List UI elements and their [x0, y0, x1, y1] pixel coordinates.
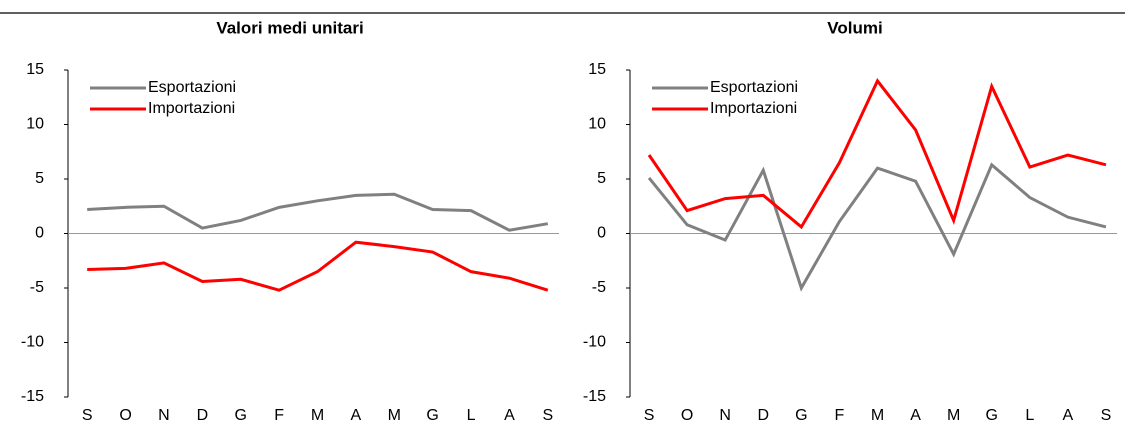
x-tick-label: M — [311, 407, 324, 424]
y-tick-label: -15 — [583, 388, 606, 405]
x-tick-label: D — [757, 407, 769, 424]
y-tick-label: -10 — [583, 334, 606, 351]
x-tick-label: M — [871, 407, 884, 424]
chart-title: Volumi — [827, 18, 882, 37]
x-tick-label: A — [504, 407, 515, 424]
y-tick-label: 0 — [35, 225, 44, 242]
y-tick-label: 0 — [597, 225, 606, 242]
series-line — [647, 78, 1107, 230]
x-tick-label: L — [467, 407, 476, 424]
x-tick-label: F — [835, 407, 845, 424]
y-tick-label: 5 — [35, 170, 44, 187]
y-tick-label: 15 — [26, 61, 44, 78]
x-tick-label: S — [542, 407, 553, 424]
x-tick-label: A — [351, 407, 362, 424]
y-tick-label: -5 — [592, 279, 606, 296]
x-tick-label: A — [1063, 407, 1074, 424]
x-tick-label: N — [158, 407, 170, 424]
legend-label: Importazioni — [148, 100, 235, 117]
x-tick-label: G — [986, 407, 998, 424]
legend-label: Esportazioni — [148, 79, 236, 96]
x-tick-label: O — [681, 407, 693, 424]
y-tick-label: -10 — [21, 334, 44, 351]
y-tick-label: -15 — [21, 388, 44, 405]
x-tick-label: F — [274, 407, 284, 424]
series-line — [647, 162, 1107, 292]
x-tick-label: M — [947, 407, 960, 424]
x-tick-label: G — [795, 407, 807, 424]
x-tick-label: M — [388, 407, 401, 424]
x-tick-label: N — [719, 407, 731, 424]
y-tick-label: 10 — [26, 116, 44, 133]
x-tick-label: O — [119, 407, 131, 424]
y-tick-label: 15 — [588, 61, 606, 78]
x-tick-label: S — [82, 407, 93, 424]
y-tick-label: 10 — [588, 116, 606, 133]
x-tick-label: S — [644, 407, 655, 424]
series-line — [87, 192, 549, 232]
x-tick-label: A — [910, 407, 921, 424]
y-tick-label: -5 — [30, 279, 44, 296]
legend-label: Esportazioni — [710, 79, 798, 96]
x-tick-label: G — [235, 407, 247, 424]
x-tick-label: L — [1025, 407, 1034, 424]
x-tick-label: G — [426, 407, 438, 424]
y-tick-label: 5 — [597, 170, 606, 187]
x-tick-label: D — [197, 407, 209, 424]
x-tick-label: S — [1101, 407, 1112, 424]
series-line — [87, 240, 549, 292]
chart-title: Valori medi unitari — [216, 18, 363, 37]
legend-label: Importazioni — [710, 100, 797, 117]
